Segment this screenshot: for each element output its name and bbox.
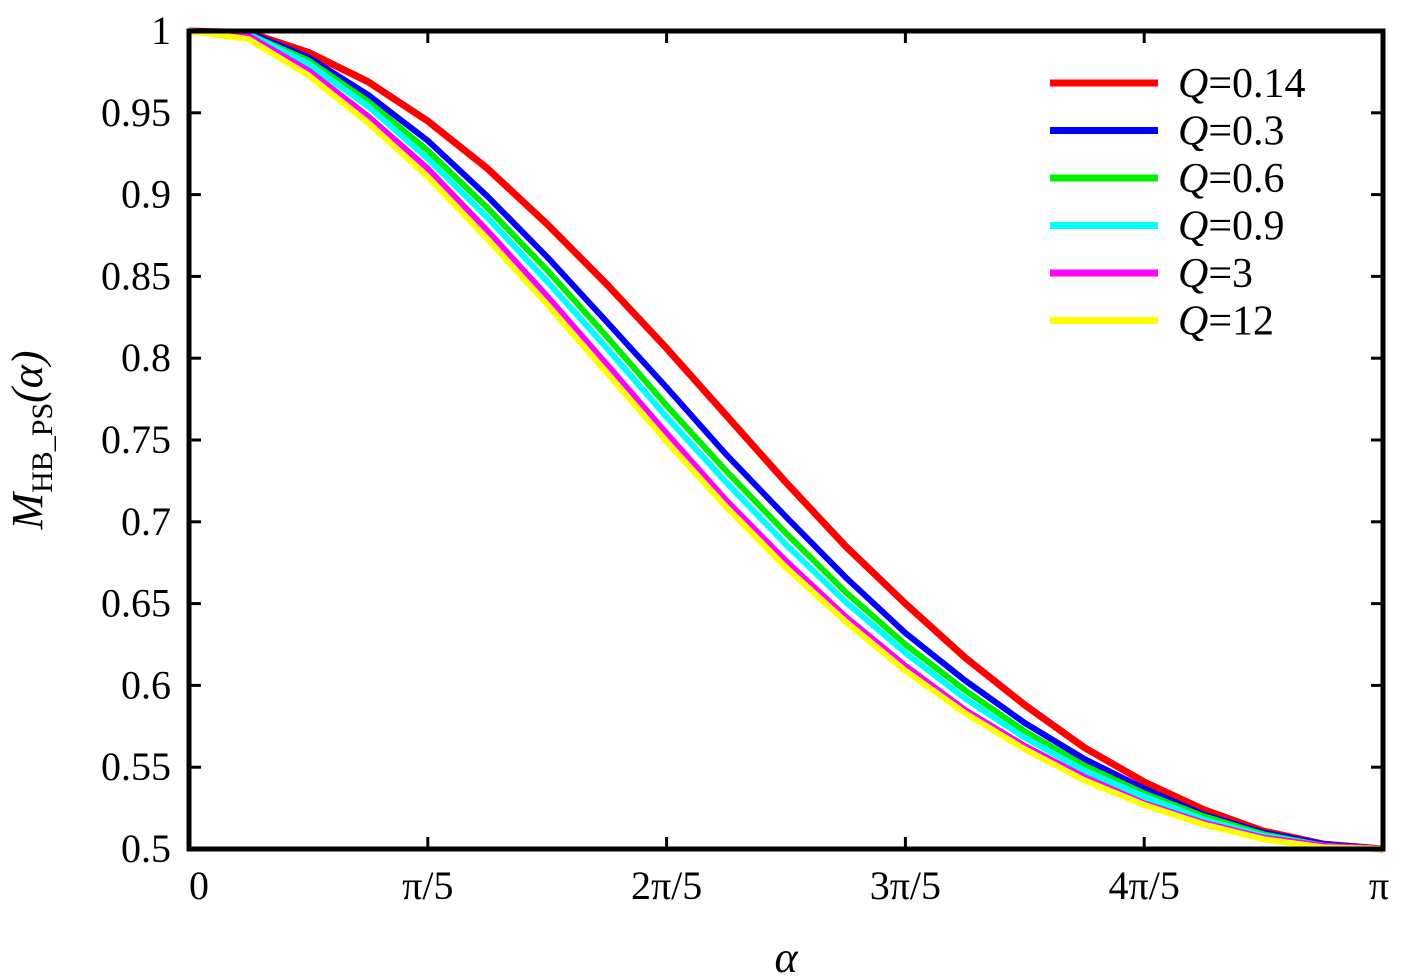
y-tick-label-1: 0.95: [101, 90, 171, 135]
x-tick-label-5: π: [1369, 863, 1389, 908]
axis-labels: α MHB_PS(α): [3, 350, 798, 979]
y-axis-label-suffix: (α): [3, 350, 52, 402]
x-tick-label-2: 2π/5: [631, 863, 702, 908]
legend-label-5: Q=12: [1178, 299, 1274, 345]
y-tick-label-4: 0.8: [121, 335, 171, 380]
series-line-5: [188, 28, 1384, 852]
x-tick-label-0: 0: [189, 863, 209, 908]
series-line-0: [188, 27, 1384, 853]
ticks-layer: 1 0.95 0.9 0.85 0.8 0.75 0.7 0.65 0.6 0.55 0.5 0 π/5…: [101, 8, 1389, 908]
legend-label-0: Q=0.14: [1178, 61, 1306, 107]
series-line-3: [188, 28, 1384, 852]
y-axis-label-sub: HB_PS: [26, 403, 59, 493]
x-axis-label: α: [774, 933, 798, 979]
legend-label-2: Q=0.6: [1178, 156, 1285, 202]
series-layer: [188, 27, 1384, 853]
legend-label-3: Q=0.9: [1178, 204, 1285, 250]
y-tick-label-9: 0.55: [101, 744, 171, 789]
series-line-2: [188, 28, 1384, 852]
y-tick-label-8: 0.6: [121, 662, 171, 707]
x-tick-label-3: 3π/5: [870, 863, 941, 908]
plot-frame: [186, 28, 1386, 852]
x-tick-label-1: π/5: [402, 863, 453, 908]
y-tick-label-10: 0.5: [121, 826, 171, 871]
y-tick-label-6: 0.7: [121, 499, 171, 544]
legend-label-4: Q=3: [1178, 251, 1253, 297]
y-tick-label-0: 1: [151, 8, 171, 53]
y-tick-label-2: 0.9: [121, 172, 171, 217]
y-tick-label-5: 0.75: [101, 417, 171, 462]
y-axis-label-main: M: [3, 491, 52, 531]
y-tick-label-3: 0.85: [101, 253, 171, 298]
legend: Q=0.14Q=0.3Q=0.6Q=0.9Q=3Q=12: [1050, 61, 1306, 345]
y-tick-label-7: 0.65: [101, 581, 171, 626]
x-tick-label-4: 4π/5: [1109, 863, 1180, 908]
legend-label-1: Q=0.3: [1178, 109, 1285, 155]
y-axis-label: MHB_PS(α): [3, 350, 59, 530]
